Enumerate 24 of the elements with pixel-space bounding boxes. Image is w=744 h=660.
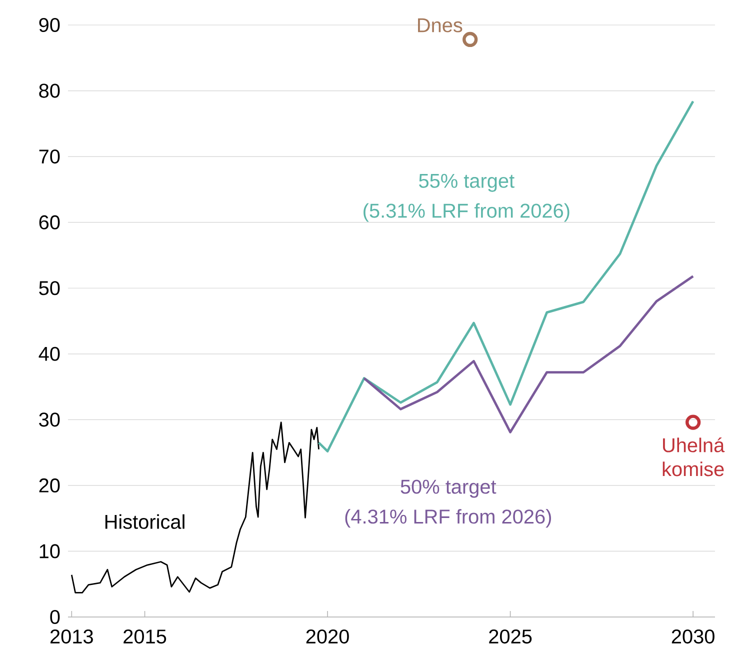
y-tick-label: 80 [39,84,60,98]
y-tick-label: 20 [39,478,60,492]
x-tick-label: 2020 [306,629,349,644]
y-tick-label: 10 [40,544,60,558]
text: 55% target [419,174,514,192]
line-series [70,422,320,594]
line-series [362,275,694,434]
y-tick-label: 60 [39,215,60,230]
annotation: (5.31% LRF from 2026) [364,203,570,222]
annotation: (4.31% LRF from 2026) [345,509,551,528]
y-tick-label: 90 [39,18,60,32]
text: Historical [105,514,184,529]
series-label: Uhelná komise [662,437,725,476]
y-tick-label: 40 [38,346,60,361]
y-tick-label: 0 [50,610,60,624]
y-tick-label: 50 [39,281,60,296]
series-label: Dnes [418,18,462,32]
x-tick-label: 2015 [124,629,166,644]
x-tick-label: 2025 [489,629,532,644]
y-tick-label: 70 [39,150,60,164]
x-tick-label: 2013 [50,629,93,644]
text: 50% target [400,480,496,498]
x-tick-label: 2030 [672,629,714,644]
y-tick-label: 30 [39,412,60,427]
